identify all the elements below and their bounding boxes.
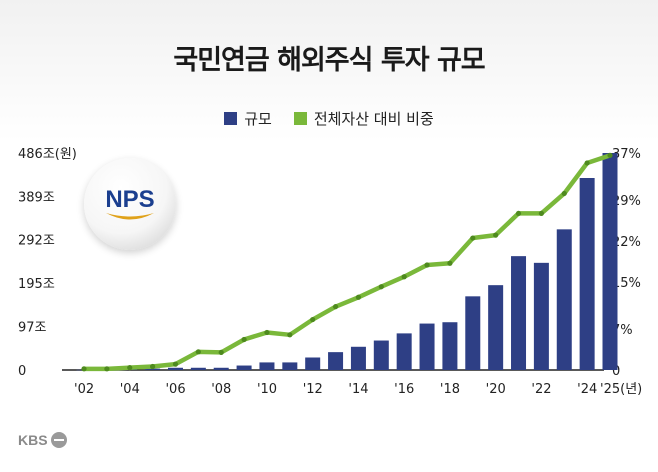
x-tick-label: '24: [577, 382, 597, 397]
y-left-tick-label: 292조: [18, 234, 55, 249]
x-tick-label: '10: [257, 382, 277, 397]
bar: [282, 362, 298, 370]
line-point: [172, 361, 179, 367]
legend-line-label: 전체자산 대비 비중: [313, 110, 434, 128]
y-left-tick-label: 97조: [18, 321, 47, 336]
line-point: [470, 235, 476, 241]
line-point: [424, 262, 430, 268]
bar: [556, 229, 572, 370]
y-right-tick-label: 37%: [612, 147, 641, 162]
chart-title: 국민연금 해외주식 투자 규모: [173, 45, 485, 76]
bar: [396, 333, 412, 370]
source-watermark: KBS: [18, 432, 67, 448]
bar: [442, 322, 458, 370]
line-point: [447, 260, 453, 266]
bar: [236, 365, 252, 370]
bar: [511, 256, 527, 370]
x-tick-label: '14: [348, 382, 368, 397]
x-tick-label: '22: [531, 382, 551, 397]
legend-item-bar: 규모: [224, 108, 272, 129]
line-point: [538, 210, 544, 217]
line-point: [287, 332, 293, 338]
y-left-tick-label: 389조: [18, 190, 55, 205]
line-point: [493, 232, 499, 238]
bar: [305, 357, 321, 370]
line-point: [561, 190, 567, 197]
line-point: [218, 349, 224, 356]
kbs-text: KBS: [18, 432, 48, 448]
bar: [488, 285, 504, 370]
nps-logo-text: NPS: [105, 186, 155, 213]
bar: [465, 296, 481, 370]
y-right-tick-label: 22%: [612, 235, 641, 250]
bar: [602, 153, 618, 370]
bar: [328, 352, 344, 370]
line-point: [355, 294, 362, 300]
line-point: [607, 152, 613, 158]
line-point: [127, 365, 133, 371]
bar: [419, 323, 435, 370]
y-left-tick-label: 195조: [18, 277, 55, 292]
logo-swoosh-icon: [106, 213, 154, 220]
bar: [145, 368, 161, 370]
line-point: [310, 316, 316, 323]
bar: [259, 362, 275, 370]
x-tick-label: '04: [120, 382, 140, 397]
x-tick-label: '02: [74, 382, 94, 397]
y-right-tick-label: 15%: [612, 276, 641, 291]
bar: [167, 367, 183, 370]
line-point: [264, 329, 270, 336]
x-tick-label: '18: [440, 382, 460, 397]
legend-bar-swatch: [224, 112, 238, 125]
line-point: [150, 363, 156, 370]
line-series: [81, 153, 613, 372]
legend: 규모 전체자산 대비 비중: [0, 108, 658, 129]
kbs-logo-icon: [50, 432, 67, 448]
line-point: [378, 284, 384, 290]
line-point: [515, 210, 522, 217]
legend-line-swatch: [293, 112, 307, 125]
line-point: [584, 160, 590, 166]
line-point: [195, 349, 201, 355]
x-tick-label: '20: [486, 382, 506, 397]
x-tick-label: '16: [394, 382, 414, 397]
y-right-tick-label: 29%: [612, 194, 641, 209]
bar: [213, 367, 229, 370]
y-left-tick-label: 486조(원): [18, 147, 77, 162]
legend-bar-label: 규모: [244, 110, 272, 128]
bar: [350, 346, 366, 370]
nps-logo: NPS: [84, 158, 176, 250]
x-tick-label: '08: [211, 382, 231, 397]
bar: [533, 262, 549, 370]
y-right-tick-label: 0: [612, 364, 620, 379]
y-left-tick-label: 0: [18, 364, 26, 379]
x-tick-label: '12: [303, 382, 323, 397]
bar: [373, 340, 389, 370]
bar: [579, 178, 595, 370]
bar: [190, 367, 206, 370]
line-point: [81, 366, 87, 372]
legend-item-line: 전체자산 대비 비중: [293, 108, 434, 129]
line-point: [401, 274, 407, 280]
x-tick-label: '06: [165, 382, 185, 397]
line-point: [104, 366, 110, 372]
line-point: [332, 304, 339, 310]
line-point: [241, 336, 247, 343]
x-tick-label: '25(년): [600, 382, 642, 397]
